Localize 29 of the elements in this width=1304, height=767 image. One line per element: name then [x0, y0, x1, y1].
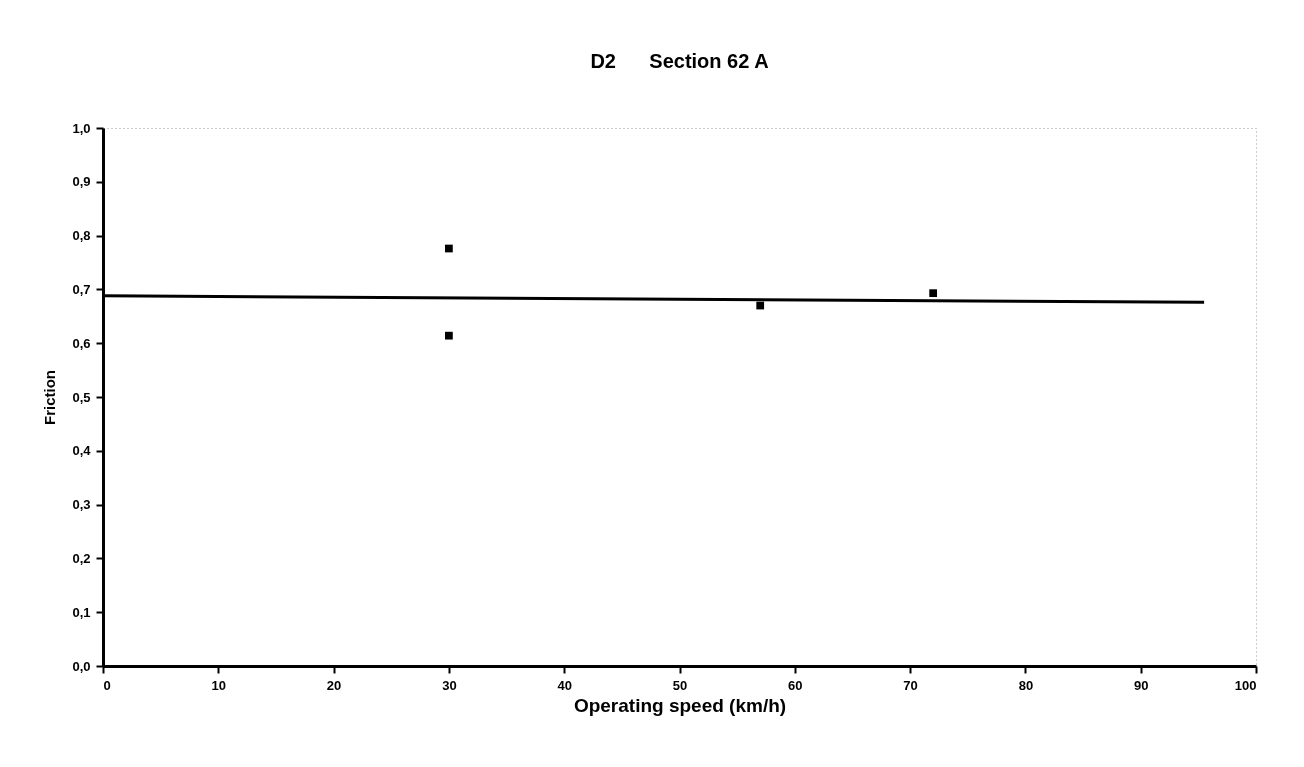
x-tick-label: 50	[672, 677, 688, 693]
chart-title: D2 Section 62 A	[590, 50, 769, 72]
x-tick-label: 20	[326, 677, 342, 693]
y-axis-title: Friction	[41, 370, 59, 425]
y-tick-label: 0,3	[72, 497, 91, 513]
y-tick-label: 0,9	[72, 174, 91, 190]
point	[756, 301, 765, 310]
x-tick-label: 90	[1133, 677, 1149, 693]
y-tick-label: 0,2	[72, 550, 91, 566]
y-tick-label: 0,0	[72, 658, 91, 674]
point	[929, 289, 938, 298]
x-tick-label: 40	[557, 677, 572, 693]
y-tick-label: 0,6	[72, 335, 91, 351]
y-tick-label: 0,7	[72, 281, 91, 297]
x-tick-label: 70	[903, 677, 918, 693]
y-tick-label: 0,4	[72, 443, 92, 459]
y-tick-label: 0,8	[72, 228, 91, 244]
point	[445, 244, 453, 253]
x-tick-label: 100	[1234, 677, 1257, 693]
x-tick-label: 30	[442, 677, 457, 693]
x-tick-label: 10	[211, 677, 227, 693]
point	[445, 331, 453, 340]
y-tick-label: 1,0	[72, 120, 91, 136]
y-tick-label: 0,1	[72, 604, 91, 620]
x-tick-label: 80	[1018, 677, 1034, 693]
x-tick-label: 60	[788, 677, 803, 693]
y-tick-label: 0,5	[72, 389, 91, 405]
x-axis-title: Operating speed (km/h)	[573, 694, 787, 716]
x-tick-label: 0	[103, 677, 111, 693]
